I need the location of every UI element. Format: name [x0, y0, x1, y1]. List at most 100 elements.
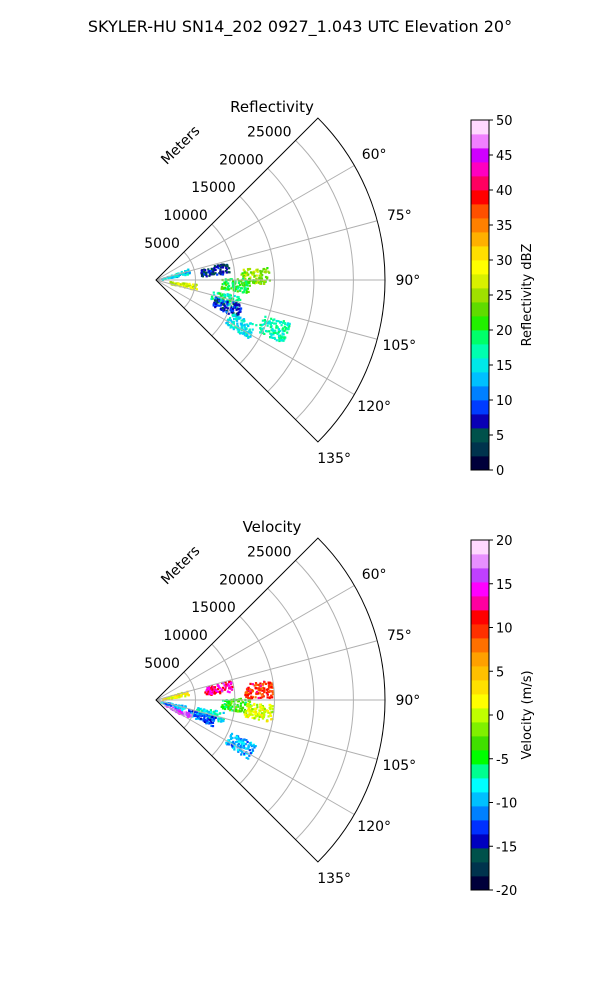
echo-gate	[222, 263, 225, 266]
echo-gate	[237, 281, 240, 285]
echo-gate	[212, 291, 215, 294]
echo-gate	[229, 278, 232, 281]
echo-gate	[249, 682, 252, 685]
echo-gate	[260, 713, 263, 716]
echo-gate	[244, 286, 247, 289]
echo-gate	[217, 718, 220, 721]
echo-gate	[254, 714, 257, 717]
colorbar-tick-label: -20	[496, 884, 517, 899]
colorbar-swatch	[471, 120, 489, 135]
echo-gate	[240, 319, 243, 322]
colorbar-swatch	[471, 148, 489, 163]
echo-gate	[226, 294, 229, 297]
echo-gate	[172, 281, 175, 285]
echo-gate	[216, 273, 219, 276]
figure-title: SKYLER-HU SN14_202 0927_1.043 UTC Elevat…	[88, 17, 512, 37]
echo-gate	[246, 694, 250, 697]
echo-gate	[261, 708, 264, 712]
echo-gate	[218, 301, 221, 304]
echo-gate	[205, 689, 208, 692]
echo-gate	[246, 703, 249, 706]
echo-gate	[245, 690, 248, 694]
echo-gate	[265, 268, 268, 271]
echo-gate	[240, 307, 243, 310]
echo-region	[243, 702, 275, 723]
echo-gate	[245, 756, 248, 759]
echo-gate	[271, 693, 274, 696]
colorbar-swatch	[471, 232, 489, 247]
echo-gate	[212, 272, 216, 276]
range-tick-label: 10000	[163, 208, 208, 224]
echo-gate	[243, 753, 246, 756]
echo-gate	[177, 283, 180, 286]
polar-grid	[155, 560, 385, 840]
echo-gate	[250, 710, 253, 713]
echo-gate	[214, 709, 217, 712]
echo-gate	[236, 304, 239, 307]
colorbar-tick-label: 20	[496, 324, 513, 339]
echo-gate	[236, 328, 239, 331]
echo-gate	[220, 266, 223, 269]
echo-gate	[238, 329, 241, 332]
echo-gate	[237, 735, 240, 738]
echo-gate	[262, 712, 265, 715]
echo-gate	[229, 706, 232, 709]
echo-gate	[184, 274, 187, 277]
echo-gate	[245, 288, 248, 291]
echo-gate	[245, 273, 248, 276]
echo-gate	[270, 333, 273, 336]
colorbar-swatch	[471, 176, 489, 191]
echo-gate	[234, 289, 237, 292]
echo-gate	[212, 269, 215, 272]
colorbar-swatch	[471, 386, 489, 401]
echo-gate	[205, 719, 208, 723]
echo-gate	[240, 739, 243, 742]
echo-gate	[208, 270, 211, 273]
echo-gate	[214, 306, 217, 309]
echo-gate	[221, 294, 224, 297]
echo-gate	[237, 311, 240, 314]
echo-gate	[229, 316, 232, 320]
echo-gate	[260, 712, 263, 715]
echo-gate	[227, 705, 230, 708]
echo-gate	[206, 710, 209, 713]
echo-gate	[226, 301, 229, 304]
colorbar-tick-label: 15	[496, 578, 513, 593]
echo-gate	[209, 273, 212, 276]
echo-gate	[259, 703, 262, 706]
echo-gate	[266, 330, 269, 333]
echo-gate	[266, 324, 269, 327]
echo-gate	[194, 287, 197, 290]
colorbar-swatch	[471, 204, 489, 219]
echo-gate	[254, 716, 257, 719]
echo-gate	[175, 708, 178, 712]
echo-gate	[241, 746, 244, 749]
echo-gate	[232, 301, 235, 304]
echo-gate	[244, 328, 247, 331]
echo-gate	[255, 281, 258, 284]
colorbar-swatch	[471, 652, 489, 667]
echo-gate	[248, 331, 251, 335]
echo-gate	[215, 710, 218, 713]
echo-gate	[230, 737, 233, 740]
echo-gate	[221, 273, 224, 276]
echo-gate	[213, 265, 216, 268]
echo-gate	[236, 703, 239, 707]
echo-gate	[268, 696, 271, 700]
echo-gate	[228, 267, 231, 270]
echo-gate	[233, 303, 236, 306]
echo-gate	[210, 721, 213, 724]
echo-gate	[245, 688, 249, 691]
echo-gate	[248, 742, 251, 745]
echo-gate	[227, 707, 230, 710]
echo-gate	[183, 284, 186, 287]
echo-gate	[244, 271, 247, 274]
echo-gate	[241, 287, 244, 290]
echo-region	[240, 267, 271, 285]
echo-gate	[243, 288, 246, 291]
range-tick-label: 20000	[219, 572, 264, 588]
echo-gate	[175, 274, 178, 277]
echo-gate	[218, 690, 221, 693]
colorbar-tick-label: 30	[496, 254, 513, 269]
echo-gate	[247, 744, 250, 747]
